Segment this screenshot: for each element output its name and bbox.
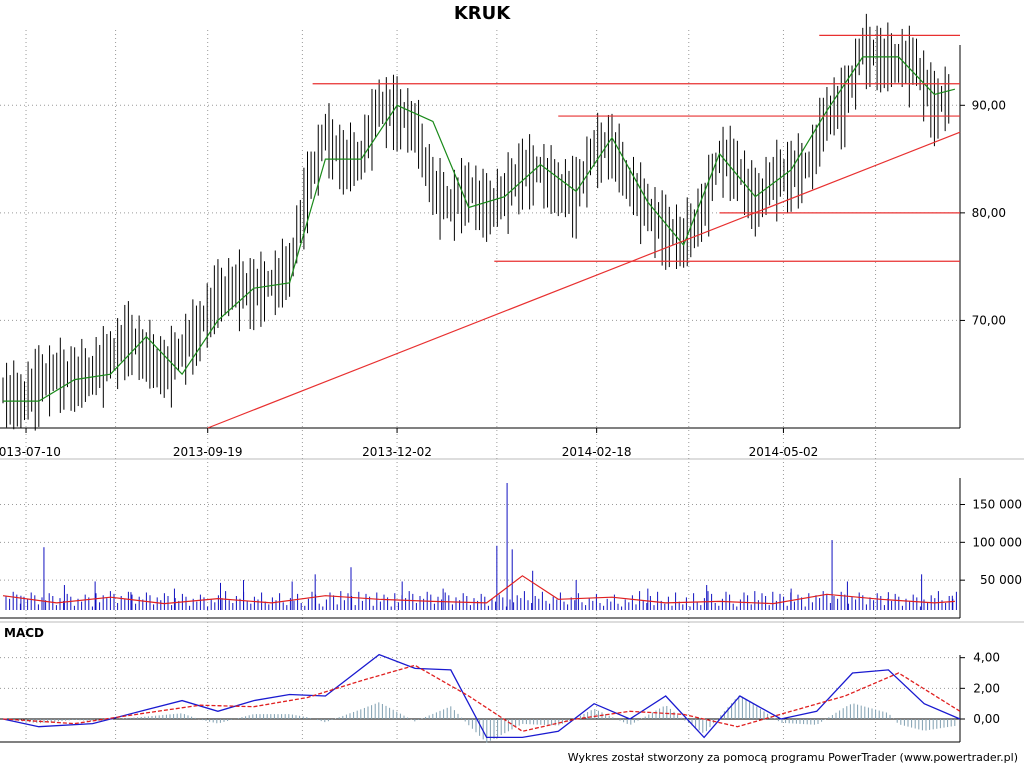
chart-title: KRUK <box>454 3 511 24</box>
y-tick-label: 150 000 <box>972 497 1022 511</box>
volume-bars <box>5 482 957 610</box>
y-tick-label: 0,00 <box>973 712 1000 726</box>
x-tick-label: 2014-02-18 <box>562 445 632 459</box>
y-tick-label: 2,00 <box>973 681 1000 695</box>
trendline <box>207 131 961 429</box>
y-tick-label: 4,00 <box>973 651 1000 665</box>
x-tick-label: 2013-12-02 <box>362 445 432 459</box>
y-tick-label: 90,00 <box>972 98 1006 112</box>
macd-panel: MACD 0,00 2,00 4,00 <box>0 621 1024 743</box>
y-tick-label: 50 000 <box>980 573 1022 587</box>
x-tick-label: 2013-07-10 <box>0 445 61 459</box>
macd-label: MACD <box>4 626 44 640</box>
y-tick-label: 100 000 <box>972 535 1022 549</box>
price-panel: KRUK 2013-07-10 2013-09-19 2013-12-02 2014-0… <box>0 3 1024 742</box>
x-tick-label: 2014-05-02 <box>749 445 819 459</box>
ohlc-bars <box>2 13 950 431</box>
macd-signal-line <box>2 664 961 732</box>
volume-panel: 50 000 100 000 150 000 <box>0 478 1022 619</box>
volume-average-line <box>2 575 955 605</box>
x-tick-label: 2013-09-19 <box>173 445 243 459</box>
moving-average-line <box>3 56 956 402</box>
y-tick-label: 80,00 <box>972 206 1006 220</box>
macd-line <box>2 653 961 739</box>
y-tick-label: 70,00 <box>972 313 1006 327</box>
footer-credit: Wykres został stworzony za pomocą progra… <box>567 751 1018 764</box>
